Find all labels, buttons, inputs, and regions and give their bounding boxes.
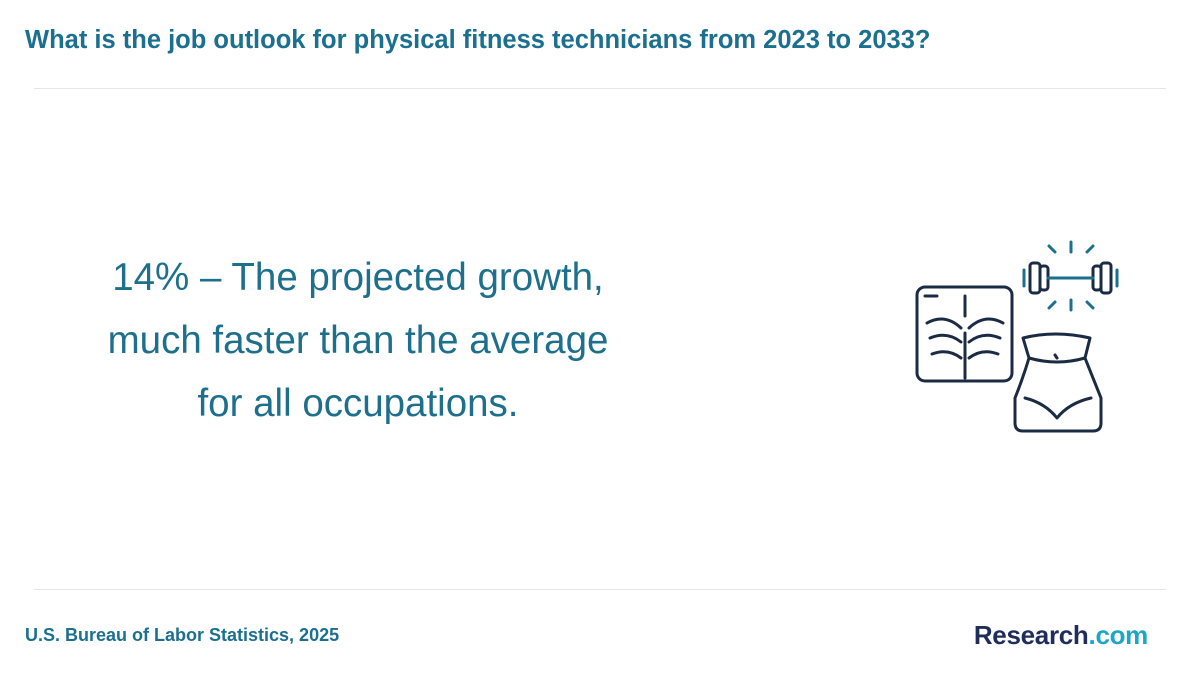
- fitness-icon: [915, 240, 1119, 433]
- statement-line: much faster than the average: [107, 319, 609, 362]
- statement: 14% – The projected growth, much faster …: [58, 246, 658, 435]
- logo[interactable]: Research.com: [974, 620, 1148, 651]
- source: U.S. Bureau of Labor Statistics, 2025: [25, 625, 340, 645]
- statement-line: for all occupations.: [197, 382, 519, 425]
- title: What is the job outlook for physical fit…: [25, 26, 931, 54]
- statement-line: 14% – The projected growth,: [112, 256, 604, 299]
- logo-name: Research: [973, 620, 1089, 650]
- divider: [34, 88, 1166, 89]
- divider: [34, 589, 1166, 590]
- logo-suffix: .com: [1088, 620, 1149, 650]
